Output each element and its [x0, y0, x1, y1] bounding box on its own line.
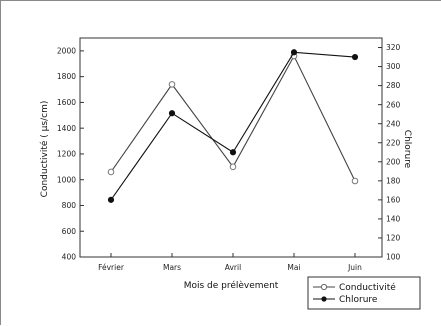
y-axis-label-left: Conductivité ( µs/cm) — [39, 101, 50, 198]
legend-label-conductivite: Conductivité — [339, 282, 396, 293]
left-tick-label: 2000 — [57, 46, 76, 55]
x-tick-label: Février — [98, 263, 125, 272]
y-axis-label-right: Chlorure — [402, 130, 412, 169]
left-tick-label: 1800 — [57, 72, 76, 81]
data-point-conductivite — [107, 168, 115, 176]
data-point-chlorure — [168, 110, 176, 117]
right-tick-label: 200 — [386, 157, 401, 166]
right-tick-label: 160 — [386, 195, 401, 204]
right-tick-label: 320 — [386, 43, 401, 52]
x-axis-label: Mois de prélèvement — [184, 280, 279, 291]
right-axis: 100 120 140 160 180 200 220 240 260 280 300 320 — [378, 43, 401, 262]
left-tick-label: 1200 — [57, 150, 76, 159]
x-tick-label: Mai — [287, 263, 300, 272]
legend-marker-chlorure — [321, 296, 327, 302]
right-tick-label: 240 — [386, 119, 401, 128]
right-tick-label: 120 — [386, 234, 401, 243]
left-tick-label: 400 — [62, 253, 77, 262]
data-point-conductivite — [168, 81, 176, 88]
x-tick-label: Avril — [225, 263, 241, 272]
data-point-conductivite — [229, 163, 237, 171]
legend-marker-conductivite — [320, 283, 328, 291]
left-axis: 400 600 800 1000 1200 1400 1600 1800 2000 — [57, 46, 84, 262]
data-point-chlorure — [107, 196, 115, 203]
right-tick-label: 260 — [386, 100, 401, 109]
left-tick-label: 1400 — [57, 124, 76, 133]
data-point-chlorure — [351, 53, 359, 61]
series-layer — [107, 49, 359, 203]
x-tick-label: Juin — [347, 263, 362, 272]
left-tick-label: 1000 — [57, 175, 76, 184]
right-tick-label: 280 — [386, 81, 401, 90]
left-tick-label: 1600 — [57, 98, 76, 107]
right-tick-label: 180 — [386, 176, 401, 185]
right-tick-label: 100 — [386, 253, 401, 262]
legend: Conductivité Chlorure — [307, 276, 421, 310]
right-tick-label: 300 — [386, 62, 401, 71]
data-point-chlorure — [229, 149, 237, 156]
data-point-conductivite — [351, 177, 359, 185]
right-tick-label: 140 — [386, 215, 401, 224]
plot-area — [79, 37, 383, 258]
legend-box — [307, 276, 421, 310]
x-tick-label: Mars — [163, 263, 181, 272]
legend-label-chlorure: Chlorure — [339, 295, 378, 305]
data-point-chlorure — [290, 49, 298, 56]
left-tick-label: 800 — [62, 201, 77, 210]
right-tick-label: 220 — [386, 138, 401, 147]
x-axis: Février Mars Avril Mai Juin — [98, 253, 362, 272]
left-tick-label: 600 — [62, 227, 77, 236]
